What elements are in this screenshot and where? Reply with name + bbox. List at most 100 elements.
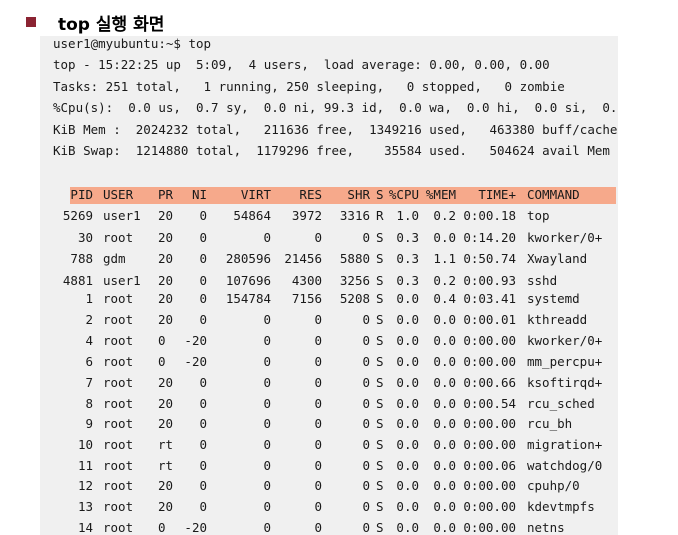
process-virt-cell: 0: [220, 375, 271, 391]
process-cpu-cell: 0.0: [388, 396, 419, 412]
process-s-cell: S: [376, 437, 388, 453]
process-pid-cell: 12: [54, 478, 93, 494]
process-shr-cell: 5208: [325, 291, 370, 307]
process-command-cell: kdevtmpfs: [527, 499, 617, 515]
column-header-cpu-cell: %CPU: [388, 187, 419, 203]
process-user-cell: root: [103, 520, 153, 535]
process-time-cell: 0:50.74: [461, 251, 516, 267]
process-s-cell: R: [376, 208, 388, 224]
process-user-cell: root: [103, 291, 153, 307]
process-row: 6 root 0 -20 0 0 0 S 0.0 0.0 0:00.00 mm_percpu+: [40, 354, 618, 370]
process-res-cell: 4300: [273, 273, 322, 289]
process-mem-cell: 0.0: [423, 437, 456, 453]
process-res-cell: 0: [273, 230, 322, 246]
process-shr-cell: 3256: [325, 273, 370, 289]
process-command-cell: mm_percpu+: [527, 354, 617, 370]
process-virt-cell: 0: [220, 333, 271, 349]
process-command-cell: watchdog/0: [527, 458, 617, 474]
process-shr-cell: 0: [325, 230, 370, 246]
process-res-cell: 0: [273, 499, 322, 515]
process-virt-cell: 107696: [220, 273, 271, 289]
process-user-cell: root: [103, 396, 153, 412]
process-s-cell: S: [376, 375, 388, 391]
process-virt-cell: 0: [220, 396, 271, 412]
process-command-cell: rcu_bh: [527, 416, 617, 432]
process-s-cell: S: [376, 230, 388, 246]
process-mem-cell: 0.0: [423, 416, 456, 432]
process-user-cell: gdm: [103, 251, 153, 267]
process-user-cell: root: [103, 416, 153, 432]
process-cpu-cell: 0.3: [388, 230, 419, 246]
column-header-virt-cell: VIRT: [220, 187, 271, 203]
process-time-cell: 0:00.00: [461, 437, 516, 453]
process-ni-cell: 0: [180, 375, 207, 391]
process-s-cell: S: [376, 416, 388, 432]
process-pid-cell: 10: [54, 437, 93, 453]
process-cpu-cell: 0.0: [388, 520, 419, 535]
process-user-cell: user1: [103, 208, 153, 224]
process-shr-cell: 0: [325, 478, 370, 494]
process-time-cell: 0:00.00: [461, 333, 516, 349]
process-user-cell: root: [103, 458, 153, 474]
process-ni-cell: 0: [180, 230, 207, 246]
process-time-cell: 0:00.00: [461, 354, 516, 370]
process-command-cell: systemd: [527, 291, 617, 307]
process-s-cell: S: [376, 396, 388, 412]
process-virt-cell: 0: [220, 437, 271, 453]
process-pid-cell: 9: [54, 416, 93, 432]
process-row: 5269 user1 20 0 54864 3972 3316 R 1.0 0.2 0:00.18 t…: [40, 208, 618, 224]
column-header-user-cell: USER: [103, 187, 153, 203]
process-cpu-cell: 0.0: [388, 499, 419, 515]
process-ni-cell: 0: [180, 458, 207, 474]
process-user-cell: root: [103, 333, 153, 349]
process-row: 1 root 20 0 154784 7156 5208 S 0.0 0.4 0:03.41 syst…: [40, 291, 618, 307]
process-shr-cell: 0: [325, 437, 370, 453]
process-s-cell: S: [376, 333, 388, 349]
process-res-cell: 0: [273, 312, 322, 328]
process-cpu-cell: 0.0: [388, 375, 419, 391]
process-cpu-cell: 0.0: [388, 478, 419, 494]
process-user-cell: root: [103, 230, 153, 246]
column-header-s-cell: S: [376, 187, 388, 203]
process-virt-cell: 0: [220, 458, 271, 474]
summary-mem: KiB Mem : 2024232 total, 211636 free, 13…: [53, 122, 617, 138]
process-shr-cell: 0: [325, 375, 370, 391]
process-pid-cell: 8: [54, 396, 93, 412]
process-pid-cell: 14: [54, 520, 93, 535]
process-row: 11 root rt 0 0 0 0 S 0.0 0.0 0:00.06 watchdog/0: [40, 458, 618, 474]
process-mem-cell: 0.0: [423, 520, 456, 535]
process-res-cell: 7156: [273, 291, 322, 307]
process-res-cell: 3972: [273, 208, 322, 224]
column-header-res-cell: RES: [273, 187, 322, 203]
process-time-cell: 0:00.66: [461, 375, 516, 391]
process-time-cell: 0:00.00: [461, 499, 516, 515]
process-user-cell: root: [103, 437, 153, 453]
process-res-cell: 0: [273, 375, 322, 391]
process-mem-cell: 0.0: [423, 230, 456, 246]
column-header-time-cell: TIME+: [461, 187, 516, 203]
process-mem-cell: 0.2: [423, 273, 456, 289]
process-res-cell: 21456: [273, 251, 322, 267]
process-virt-cell: 0: [220, 478, 271, 494]
process-shr-cell: 0: [325, 333, 370, 349]
process-mem-cell: 0.0: [423, 375, 456, 391]
process-pid-cell: 11: [54, 458, 93, 474]
process-mem-cell: 0.0: [423, 333, 456, 349]
process-ni-cell: -20: [180, 520, 207, 535]
process-res-cell: 0: [273, 354, 322, 370]
process-s-cell: S: [376, 458, 388, 474]
slide-title: top 실행 화면: [58, 10, 164, 35]
process-row: 10 root rt 0 0 0 0 S 0.0 0.0 0:00.00 migration+: [40, 437, 618, 453]
process-time-cell: 0:00.00: [461, 520, 516, 535]
process-virt-cell: 0: [220, 416, 271, 432]
process-time-cell: 0:00.01: [461, 312, 516, 328]
process-row: 12 root 20 0 0 0 0 S 0.0 0.0 0:00.00 cpuhp/0: [40, 478, 618, 494]
process-cpu-cell: 0.0: [388, 458, 419, 474]
process-cpu-cell: 0.0: [388, 354, 419, 370]
process-virt-cell: 280596: [220, 251, 271, 267]
process-ni-cell: 0: [180, 312, 207, 328]
process-command-cell: ksoftirqd+: [527, 375, 617, 391]
column-header-command-cell: COMMAND: [527, 187, 617, 203]
process-shr-cell: 0: [325, 499, 370, 515]
process-mem-cell: 0.0: [423, 458, 456, 474]
